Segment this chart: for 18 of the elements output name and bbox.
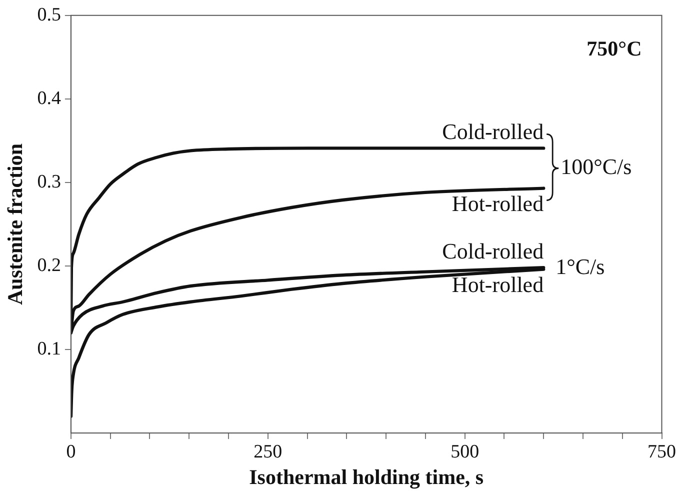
annotation: 750°C [586, 36, 642, 60]
y-tick-label: 0.5 [37, 4, 61, 26]
x-axis-title: Isothermal holding time, s [249, 464, 484, 489]
y-tick-label: 0.4 [37, 88, 62, 109]
series-label: Cold-rolled [442, 238, 544, 264]
x-tick-label: 750 [648, 441, 676, 462]
x-tick-label: 500 [450, 441, 480, 462]
series-label: Hot-rolled [452, 272, 544, 298]
y-axis-title: Austenite fraction [3, 143, 28, 305]
x-tick-label: 250 [254, 441, 282, 462]
y-tick-label: 0.2 [37, 254, 61, 276]
annotation: 1°C/s [556, 254, 605, 280]
annotation: 100°C/s [560, 154, 632, 180]
x-tick-label: 0 [66, 441, 76, 462]
series-label: Hot-rolled [452, 191, 544, 216]
y-tick-label: 0.3 [37, 171, 61, 192]
y-tick-label: 0.1 [37, 338, 61, 360]
series-label: Cold-rolled [442, 118, 544, 144]
